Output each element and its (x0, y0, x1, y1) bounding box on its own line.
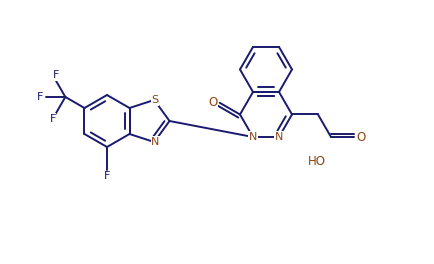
Text: S: S (151, 95, 158, 105)
Text: O: O (356, 130, 365, 144)
Text: F: F (104, 171, 110, 181)
Text: N: N (248, 132, 256, 142)
Text: N: N (274, 132, 283, 142)
Text: O: O (207, 96, 217, 109)
Text: F: F (36, 92, 43, 102)
Text: F: F (49, 114, 56, 124)
Text: HO: HO (308, 155, 326, 168)
Text: F: F (52, 70, 59, 80)
Text: N: N (151, 137, 159, 147)
